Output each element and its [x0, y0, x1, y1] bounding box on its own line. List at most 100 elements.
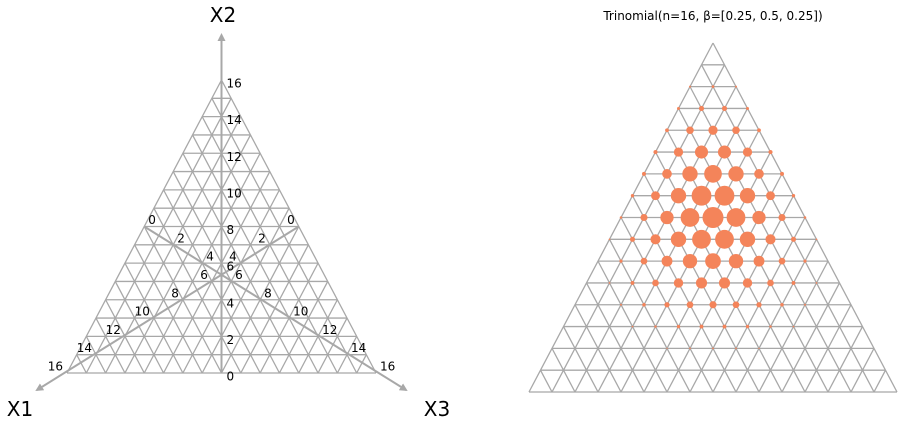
tick-label-x2-16: 16	[227, 77, 242, 91]
probability-point	[727, 208, 746, 227]
probability-point	[743, 278, 752, 287]
tick-label-x3-10: 10	[293, 305, 308, 319]
probability-point	[674, 278, 683, 287]
probability-point	[729, 254, 743, 268]
tick-label-x3-16: 16	[380, 360, 395, 374]
right-grid-line	[552, 65, 725, 392]
probability-point	[689, 86, 691, 88]
probability-point	[662, 256, 673, 267]
probability-point	[765, 234, 775, 244]
tick-label-x3-2: 2	[177, 231, 185, 245]
probability-point	[692, 230, 711, 249]
probability-point	[689, 348, 691, 350]
probability-point	[791, 237, 796, 242]
probability-point	[718, 146, 731, 159]
probability-point	[792, 194, 795, 197]
probability-point	[769, 325, 771, 327]
vertex-label-x3: X3	[424, 397, 450, 421]
trinomial-panel: Trinomial(n=16, β=[0.25, 0.5, 0.25])	[529, 9, 897, 392]
probability-point	[743, 147, 752, 156]
probability-point	[653, 150, 657, 154]
tick-label-x2-2: 2	[227, 333, 235, 347]
probability-point	[735, 86, 737, 88]
probability-point	[740, 232, 755, 247]
probability-point	[619, 260, 622, 263]
probability-point	[666, 348, 667, 349]
tick-label-x1-14: 14	[77, 341, 92, 355]
vertex-label-x1: X1	[7, 397, 33, 421]
probability-point	[780, 172, 784, 176]
probability-point	[671, 232, 686, 247]
probability-point	[692, 186, 712, 206]
probability-point	[609, 282, 611, 284]
probability-point	[766, 191, 775, 200]
probability-point	[757, 128, 761, 132]
probability-point	[723, 325, 727, 329]
probability-point	[682, 166, 697, 181]
right-grid-line	[541, 370, 553, 392]
probability-point	[804, 216, 807, 219]
probability-point	[778, 214, 785, 221]
probability-point	[641, 258, 648, 265]
probability-point	[715, 186, 735, 206]
probability-point	[768, 150, 772, 154]
probability-point	[695, 146, 708, 159]
right-grid-line	[702, 65, 875, 392]
tick-label-x3-4: 4	[206, 250, 214, 264]
right-grid-line	[874, 370, 886, 392]
right-grid-line	[587, 283, 645, 392]
tick-label-x1-10: 10	[135, 305, 150, 319]
probability-point	[631, 194, 634, 197]
probability-point	[758, 348, 759, 349]
probability-point	[660, 211, 673, 224]
probability-point	[687, 301, 694, 308]
tick-label-x2-4: 4	[227, 296, 235, 310]
probability-point	[792, 281, 796, 285]
tick-label-x1-4: 4	[229, 250, 237, 264]
probability-point	[708, 126, 717, 135]
probability-point	[677, 325, 680, 328]
tick-label-x2-8: 8	[227, 223, 235, 237]
probability-point	[699, 106, 704, 111]
probability-point	[664, 302, 669, 307]
probability-point	[662, 169, 672, 179]
probability-point	[715, 230, 734, 249]
probability-point	[683, 254, 697, 268]
probability-point	[709, 301, 716, 308]
left-grid-line	[279, 281, 327, 373]
right-grid-line	[633, 196, 737, 392]
probability-point	[632, 326, 634, 328]
tick-label-x3-8: 8	[264, 286, 272, 300]
probability-point	[722, 106, 727, 111]
probability-point	[740, 188, 755, 203]
probability-point	[704, 165, 722, 183]
probability-point	[804, 304, 806, 306]
probability-point	[642, 303, 646, 307]
tick-label-x3-6: 6	[235, 268, 243, 282]
probability-point	[609, 238, 611, 240]
tick-label-x3-14: 14	[351, 341, 366, 355]
probability-point	[754, 256, 765, 267]
probability-point	[631, 281, 635, 285]
probability-point	[746, 107, 749, 110]
probability-point	[651, 191, 660, 200]
probability-point	[696, 277, 707, 288]
right-grid-line	[690, 196, 794, 392]
tick-label-x1-12: 12	[106, 323, 121, 337]
probability-point	[712, 347, 714, 349]
probability-point	[816, 282, 818, 284]
tick-label-x1-6: 6	[200, 268, 208, 282]
probability-point	[816, 238, 818, 240]
probability-point	[654, 325, 656, 327]
tick-label-x1-0: 0	[287, 213, 295, 227]
probability-point	[671, 188, 686, 203]
probability-point	[728, 166, 743, 181]
tick-label-x2-10: 10	[227, 186, 242, 200]
probability-point	[630, 237, 635, 242]
tick-label-x2-14: 14	[227, 113, 242, 127]
probability-point	[779, 258, 786, 265]
tick-label-x3-12: 12	[322, 323, 337, 337]
tick-label-x1-8: 8	[171, 286, 179, 300]
probability-point	[640, 214, 647, 221]
